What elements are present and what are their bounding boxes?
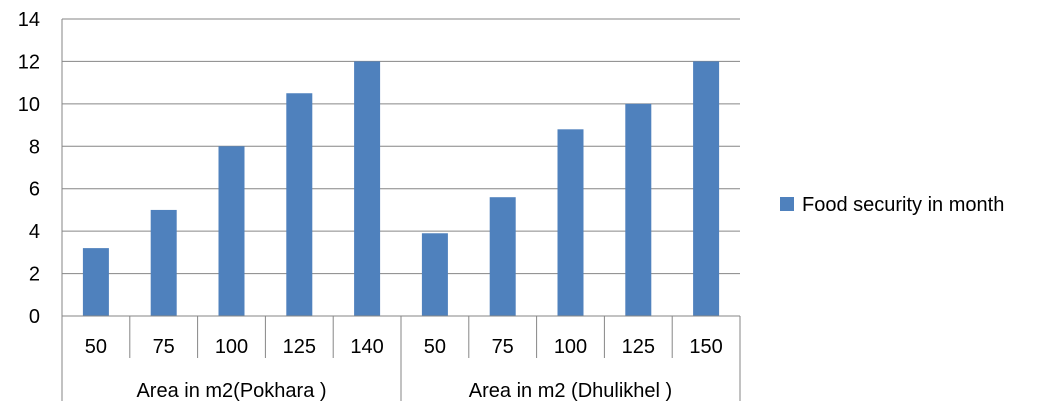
x-axis: Area in m2(Pokhara ) Area in m2 (Dhulikhe…	[61, 315, 741, 401]
x-tick-label: 50	[424, 336, 446, 358]
y-tick-label: 4	[29, 221, 40, 243]
bar	[82, 248, 109, 316]
bar	[489, 197, 516, 316]
bar	[354, 61, 381, 316]
x-group-label: Area in m2 (Dhulikhel )	[469, 380, 672, 401]
y-tick-label: 0	[29, 306, 40, 328]
bar	[218, 146, 245, 316]
x-tick-label: 75	[492, 336, 514, 358]
x-tick-label: 140	[350, 336, 383, 358]
x-group-label: Area in m2(Pokhara )	[136, 380, 326, 401]
bars	[82, 61, 720, 316]
bar	[286, 93, 313, 316]
legend-label: Food security in month	[802, 194, 1004, 216]
bar	[625, 103, 652, 316]
x-tick-label: 100	[215, 336, 248, 358]
y-tick-label: 2	[29, 264, 40, 286]
y-tick-label: 10	[18, 94, 40, 116]
y-axis: 0 2 4 6 8 10 12 14	[18, 9, 63, 328]
x-tick-label: 125	[283, 336, 316, 358]
legend-swatch	[780, 197, 794, 211]
y-tick-label: 12	[18, 51, 40, 73]
bar	[557, 129, 584, 316]
x-tick-label: 50	[85, 336, 107, 358]
y-tick-label: 6	[29, 179, 40, 201]
x-tick-label: 125	[622, 336, 655, 358]
bar	[421, 233, 448, 316]
bar	[693, 61, 720, 316]
x-tick-label: 75	[153, 336, 175, 358]
legend: Food security in month	[780, 194, 1004, 216]
bar	[150, 209, 177, 316]
x-tick-label: 100	[554, 336, 587, 358]
x-tick-label: 150	[689, 336, 722, 358]
y-tick-label: 14	[18, 9, 40, 31]
y-tick-label: 8	[29, 136, 40, 158]
